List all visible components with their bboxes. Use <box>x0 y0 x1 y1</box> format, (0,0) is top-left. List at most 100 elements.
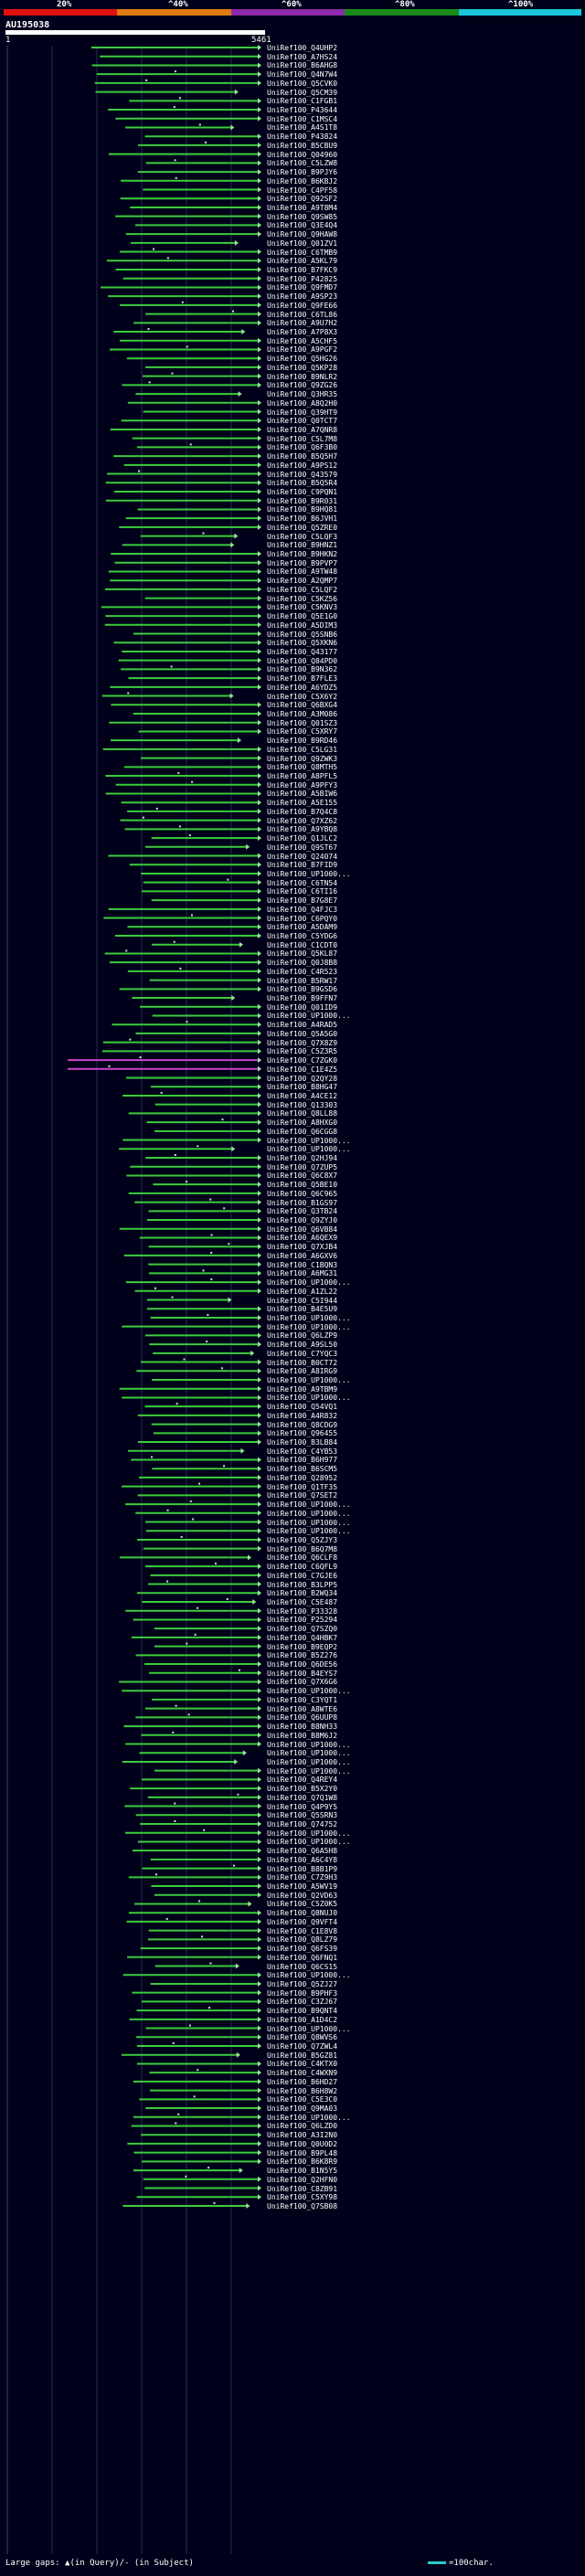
hit-id-link[interactable]: UniRef100_UP1000... <box>267 1757 351 1766</box>
hit-id-link[interactable]: UniRef100_Q04960 <box>267 150 338 159</box>
hit-id-link[interactable]: UniRef100_UP1000... <box>267 1394 351 1403</box>
hit-id-link[interactable]: UniRef100_C1MSC4 <box>267 114 338 123</box>
hit-id-link[interactable]: UniRef100_B9GSD6 <box>267 985 338 994</box>
hit-id-link[interactable]: UniRef100_C5LZW8 <box>267 159 338 168</box>
hit-id-link[interactable]: UniRef100_Q4REY4 <box>267 1776 338 1785</box>
hit-id-link[interactable]: UniRef100_Q6FS39 <box>267 1945 338 1954</box>
hit-id-link[interactable]: UniRef100_C1FGB1 <box>267 97 338 106</box>
hit-id-link[interactable]: UniRef100_B5Q5H7 <box>267 452 338 461</box>
hit-id-link[interactable]: UniRef100_UP1000... <box>267 1749 351 1758</box>
hit-id-link[interactable]: UniRef100_B9QNT4 <box>267 2007 338 2016</box>
hit-id-link[interactable]: UniRef100_UP1000... <box>267 1687 351 1696</box>
hit-id-link[interactable]: UniRef100_UP1000... <box>267 1509 351 1518</box>
hit-id-link[interactable]: UniRef100_UP1000... <box>267 2024 351 2033</box>
hit-id-link[interactable]: UniRef100_B9EQP2 <box>267 1642 338 1651</box>
hit-id-link[interactable]: UniRef100_C7YQC3 <box>267 1349 338 1358</box>
hit-id-link[interactable]: UniRef100_B2WQ34 <box>267 1589 338 1598</box>
hit-id-link[interactable]: UniRef100_Q92SF2 <box>267 195 338 204</box>
hit-id-link[interactable]: UniRef100_Q5HG26 <box>267 355 338 364</box>
hit-id-link[interactable]: UniRef100_B9RD46 <box>267 737 338 746</box>
hit-id-link[interactable]: UniRef100_Q8NUJ0 <box>267 1909 338 1918</box>
hit-id-link[interactable]: UniRef100_A4RAD5 <box>267 1021 338 1030</box>
hit-id-link[interactable]: UniRef100_UP1000... <box>267 1518 351 1527</box>
hit-id-link[interactable]: UniRef100_Q39HT9 <box>267 408 338 417</box>
hit-id-link[interactable]: UniRef100_Q4HBK7 <box>267 1633 338 1642</box>
hit-id-link[interactable]: UniRef100_UP1000... <box>267 869 351 878</box>
hit-id-link[interactable]: UniRef100_Q9HAW8 <box>267 230 338 239</box>
hit-id-link[interactable]: UniRef100_UP1000... <box>267 2113 351 2122</box>
hit-id-link[interactable]: UniRef100_A5CHF5 <box>267 336 338 345</box>
hit-id-link[interactable]: UniRef100_Q7ZWL4 <box>267 2042 338 2051</box>
hit-id-link[interactable]: UniRef100_Q5SRN3 <box>267 1811 338 1820</box>
hit-id-link[interactable]: UniRef100_Q43177 <box>267 647 338 656</box>
hit-id-link[interactable]: UniRef100_Q7XZ62 <box>267 816 338 825</box>
hit-id-link[interactable]: UniRef100_Q8LZ79 <box>267 1935 338 1945</box>
hit-id-link[interactable]: UniRef100_C7Z9H3 <box>267 1873 338 1882</box>
hit-id-link[interactable]: UniRef100_B6K8R9 <box>267 2157 338 2167</box>
hit-id-link[interactable]: UniRef100_Q9VFT4 <box>267 1917 338 1926</box>
hit-id-link[interactable]: UniRef100_C6PQY0 <box>267 914 338 923</box>
hit-id-link[interactable]: UniRef100_Q5ZRE0 <box>267 523 338 532</box>
hit-id-link[interactable]: UniRef100_UP1000... <box>267 1012 351 1021</box>
hit-id-link[interactable]: UniRef100_B6H8W2 <box>267 2086 338 2095</box>
hit-id-link[interactable]: UniRef100_Q01ZV1 <box>267 239 338 248</box>
hit-id-link[interactable]: UniRef100_A5DAM9 <box>267 923 338 932</box>
hit-id-link[interactable]: UniRef100_Q2QY28 <box>267 1074 338 1083</box>
hit-id-link[interactable]: UniRef100_B9HQ81 <box>267 505 338 514</box>
hit-id-link[interactable]: UniRef100_Q5SNB6 <box>267 630 338 639</box>
hit-id-link[interactable]: UniRef100_Q7SB08 <box>267 2201 338 2210</box>
hit-id-link[interactable]: UniRef100_C5LQF2 <box>267 585 338 594</box>
hit-id-link[interactable]: UniRef100_A1D4C2 <box>267 2015 338 2024</box>
hit-id-link[interactable]: UniRef100_A5DIM3 <box>267 620 338 630</box>
hit-id-link[interactable]: UniRef100_A4R832 <box>267 1411 338 1420</box>
hit-id-link[interactable]: UniRef100_A7QNR8 <box>267 425 338 434</box>
hit-id-link[interactable]: UniRef100_Q6CLF8 <box>267 1553 338 1563</box>
hit-id-link[interactable]: UniRef100_B9HNZ1 <box>267 541 338 550</box>
hit-id-link[interactable]: UniRef100_Q5A5G0 <box>267 1029 338 1038</box>
hit-id-link[interactable]: UniRef100_UP1000... <box>267 1527 351 1536</box>
hit-id-link[interactable]: UniRef100_Q5BE10 <box>267 1181 338 1190</box>
hit-id-link[interactable]: UniRef100_B7G8E7 <box>267 896 338 906</box>
hit-id-link[interactable]: UniRef100_P42825 <box>267 274 338 283</box>
hit-id-link[interactable]: UniRef100_B9R031 <box>267 496 338 505</box>
hit-id-link[interactable]: UniRef100_Q9ST67 <box>267 843 338 852</box>
hit-id-link[interactable]: UniRef100_Q6A5H8 <box>267 1847 338 1856</box>
hit-id-link[interactable]: UniRef100_A7P8X3 <box>267 328 338 337</box>
hit-id-link[interactable]: UniRef100_UP1000... <box>267 1313 351 1322</box>
hit-id-link[interactable]: UniRef100_UP1000... <box>267 1740 351 1749</box>
hit-id-link[interactable]: UniRef100_B4E5U9 <box>267 1305 338 1314</box>
hit-id-link[interactable]: UniRef100_A8HXG0 <box>267 1118 338 1128</box>
hit-id-link[interactable]: UniRef100_C5E487 <box>267 1598 338 1606</box>
hit-id-link[interactable]: UniRef100_Q4UHP2 <box>267 44 338 52</box>
hit-id-link[interactable]: UniRef100_B4EYS7 <box>267 1669 338 1678</box>
hit-id-link[interactable]: UniRef100_C5Z0K5 <box>267 1900 338 1909</box>
hit-id-link[interactable]: UniRef100_Q0J8B8 <box>267 959 338 968</box>
hit-id-link[interactable]: UniRef100_C4YB53 <box>267 1447 338 1456</box>
hit-id-link[interactable]: UniRef100_A9U7H2 <box>267 319 338 328</box>
hit-id-link[interactable]: UniRef100_C5XRY7 <box>267 727 338 737</box>
hit-id-link[interactable]: UniRef100_B7FKC9 <box>267 266 338 274</box>
hit-id-link[interactable]: UniRef100_B8NH33 <box>267 1723 338 1732</box>
hit-id-link[interactable]: UniRef100_C1E4Z5 <box>267 1065 338 1074</box>
hit-id-link[interactable]: UniRef100_Q5ZJY3 <box>267 1535 338 1544</box>
hit-id-link[interactable]: UniRef100_Q01SZ3 <box>267 718 338 727</box>
hit-id-link[interactable]: UniRef100_Q6VB84 <box>267 1224 338 1234</box>
hit-id-link[interactable]: UniRef100_Q6LZP9 <box>267 1331 338 1341</box>
hit-id-link[interactable]: UniRef100_Q2VD63 <box>267 1891 338 1900</box>
hit-id-link[interactable]: UniRef100_A8WTE6 <box>267 1704 338 1713</box>
hit-id-link[interactable]: UniRef100_Q8MTH5 <box>267 763 338 772</box>
hit-id-link[interactable]: UniRef100_Q3HR35 <box>267 390 338 399</box>
hit-id-link[interactable]: UniRef100_Q1JLC2 <box>267 834 338 843</box>
hit-id-link[interactable]: UniRef100_Q54VQ1 <box>267 1403 338 1412</box>
hit-id-link[interactable]: UniRef100_Q9MA03 <box>267 2104 338 2114</box>
hit-id-link[interactable]: UniRef100_C5LG31 <box>267 745 338 754</box>
hit-id-link[interactable]: UniRef100_Q13303 <box>267 1100 338 1109</box>
hit-id-link[interactable]: UniRef100_A5BIW6 <box>267 790 338 799</box>
hit-id-link[interactable]: UniRef100_A1ZL22 <box>267 1287 338 1296</box>
hit-id-link[interactable]: UniRef100_Q9ZWK3 <box>267 754 338 763</box>
hit-id-link[interactable]: UniRef100_C7ZGK0 <box>267 1056 338 1065</box>
hit-id-link[interactable]: UniRef100_B6JVH1 <box>267 514 338 524</box>
hit-id-link[interactable]: UniRef100_Q7SET2 <box>267 1491 338 1500</box>
hit-id-link[interactable]: UniRef100_A9YBQ8 <box>267 825 338 834</box>
hit-id-link[interactable]: UniRef100_UP1000... <box>267 1322 351 1331</box>
